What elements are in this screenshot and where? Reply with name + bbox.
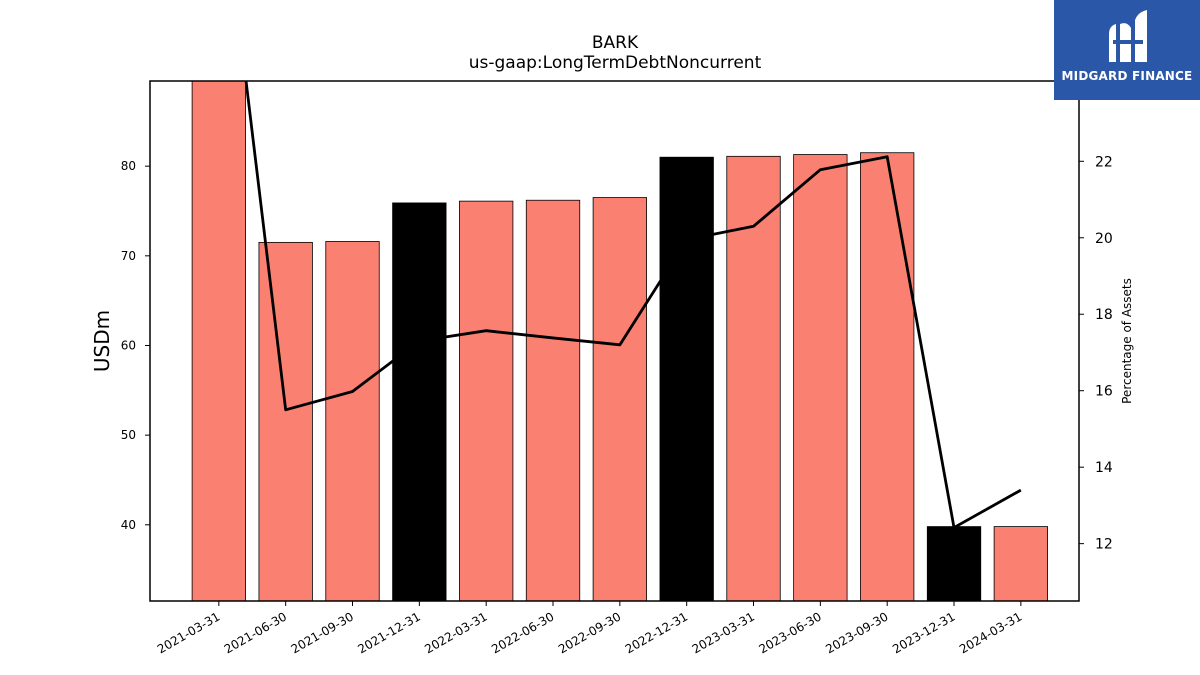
bar-2023-03-31 xyxy=(726,155,781,601)
x-tick-label: 2024-03-31 xyxy=(957,609,1024,656)
y-tick-label: 40 xyxy=(121,518,136,532)
x-tick-label: 2023-09-30 xyxy=(823,609,890,656)
y2-tick-label: 14 xyxy=(1095,460,1113,476)
plot-frame xyxy=(149,80,1080,602)
x-tick-label: 2022-12-31 xyxy=(623,609,690,656)
x-tick-label: 2023-03-31 xyxy=(690,609,757,656)
bar-2021-09-30 xyxy=(325,241,380,601)
x-tick-label: 2023-06-30 xyxy=(756,609,823,656)
logo-text: MIDGARD FINANCE xyxy=(1061,69,1193,83)
bar-2023-06-30 xyxy=(793,154,848,601)
chart-title: BARK xyxy=(592,33,639,53)
y2-tick-label: 20 xyxy=(1095,231,1113,247)
y2-axis-ticks: 12 14 16 18 20 22 xyxy=(1079,154,1113,553)
x-tick-label: 2023-12-31 xyxy=(890,609,957,656)
y2-tick-label: 12 xyxy=(1095,537,1113,553)
bar-2023-09-30 xyxy=(860,152,915,601)
bar-2022-03-31 xyxy=(459,200,514,601)
bars xyxy=(191,81,1048,601)
y-tick-label: 50 xyxy=(121,428,136,442)
bar-2023-12-31 xyxy=(926,526,982,601)
y2-axis-label: Percentage of Assets xyxy=(1120,278,1134,404)
bar-2022-09-30 xyxy=(592,197,647,601)
bar-2022-06-30 xyxy=(525,199,581,601)
x-tick-label: 2022-09-30 xyxy=(556,609,623,656)
x-tick-label: 2021-12-31 xyxy=(355,609,422,656)
brand-logo: MIDGARD FINANCE xyxy=(1054,0,1200,100)
bar-2021-03-31 xyxy=(191,81,246,601)
x-tick-label: 2022-06-30 xyxy=(489,609,556,656)
percentage-series-line xyxy=(244,81,1022,529)
bar-2021-06-30 xyxy=(258,241,313,601)
chart-subtitle: us-gaap:LongTermDebtNoncurrent xyxy=(469,53,762,73)
bar-2022-12-31 xyxy=(659,156,714,601)
logo-mark-icon xyxy=(1109,10,1147,63)
y2-tick-label: 18 xyxy=(1095,307,1113,323)
x-tick-label: 2021-09-30 xyxy=(289,609,356,656)
percentage-line xyxy=(244,81,1022,529)
x-tick-label: 2021-06-30 xyxy=(222,609,289,656)
y2-tick-label: 22 xyxy=(1095,154,1113,170)
y-tick-label: 60 xyxy=(121,338,136,352)
x-tick-label: 2021-03-31 xyxy=(155,609,222,656)
y-tick-label: 80 xyxy=(121,159,136,173)
bar-2021-12-31 xyxy=(392,202,447,601)
x-axis-ticks: 2021-03-31 2021-06-30 2021-09-30 2021-12-31… xyxy=(155,601,1024,656)
x-tick-label: 2022-03-31 xyxy=(422,609,489,656)
bar-2024-03-31 xyxy=(993,526,1048,601)
y-tick-label: 70 xyxy=(121,249,136,263)
y2-tick-label: 16 xyxy=(1095,384,1113,400)
y-axis-ticks: 40 50 60 70 80 xyxy=(121,159,150,532)
y-axis-label: USDm xyxy=(90,310,114,372)
